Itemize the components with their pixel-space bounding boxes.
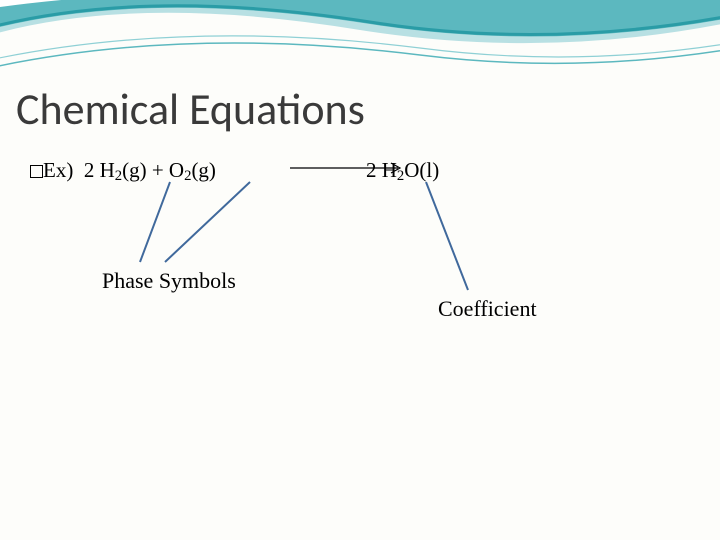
coefficient-label: Coefficient — [438, 296, 537, 322]
phase-symbols-label: Phase Symbols — [102, 268, 236, 294]
